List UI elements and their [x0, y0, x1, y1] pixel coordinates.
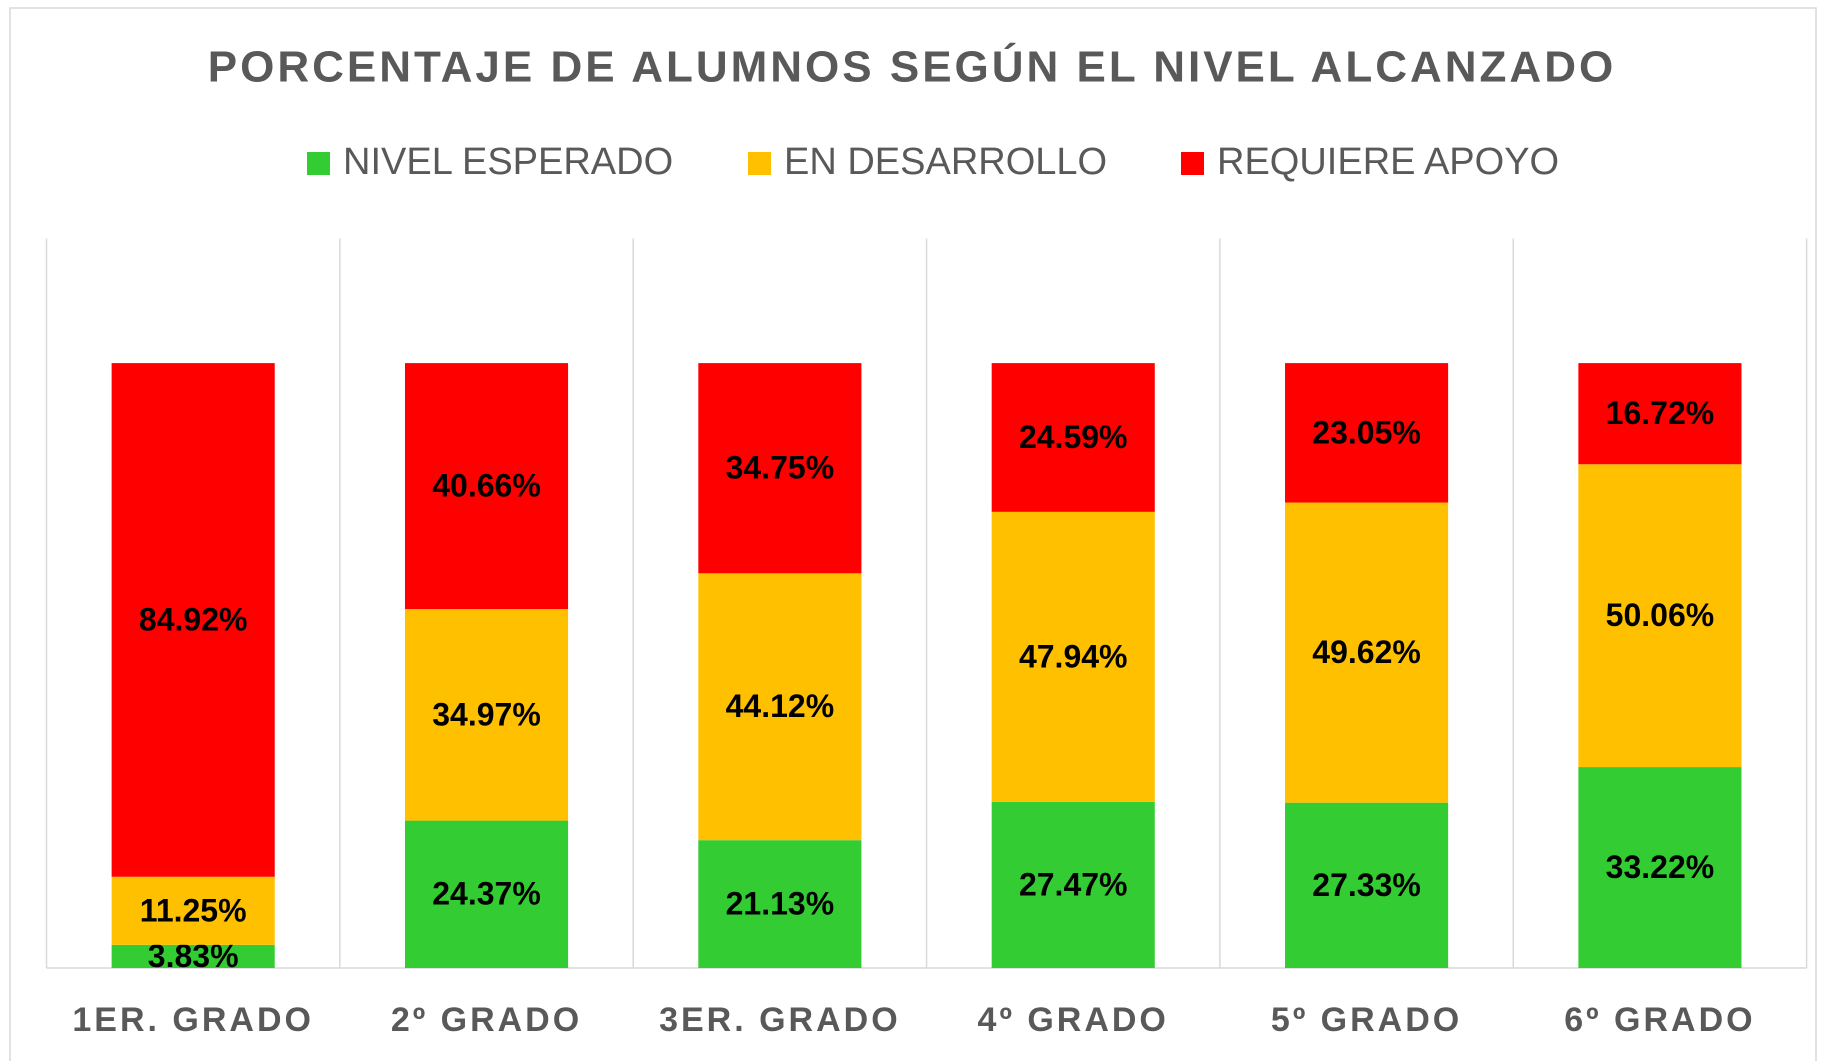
x-tick-label: 2º GRADO	[391, 1001, 582, 1039]
data-label: 50.06%	[1606, 597, 1715, 633]
bar-segment	[404, 609, 569, 821]
data-label: 34.97%	[432, 696, 541, 732]
data-label: 84.92%	[139, 601, 248, 637]
legend-swatch	[307, 152, 330, 175]
bar-segment	[404, 363, 569, 610]
x-tick-label: 5º GRADO	[1271, 1001, 1462, 1039]
legend-label: REQUIERE APOYO	[1217, 141, 1559, 183]
bar-segment	[991, 363, 1155, 512]
data-label: 34.75%	[726, 450, 835, 486]
data-label: 11.25%	[140, 892, 247, 928]
legend-swatch	[1181, 152, 1204, 175]
bar-segment	[1578, 767, 1742, 968]
bar-segment	[111, 944, 275, 968]
data-label: 44.12%	[726, 688, 835, 724]
bar-segment	[1578, 464, 1742, 768]
bar-segment	[1285, 802, 1449, 968]
bar-segment	[698, 840, 862, 968]
chart-title: PORCENTAJE DE ALUMNOS SEGÚN EL NIVEL ALC…	[208, 42, 1616, 92]
bar-segment	[698, 573, 862, 841]
bar-segment	[1285, 363, 1449, 503]
bar-segment	[991, 801, 1155, 968]
bar-segment	[111, 876, 275, 945]
data-label: 49.62%	[1312, 634, 1421, 670]
bar-segment	[1578, 363, 1742, 465]
data-label: 24.59%	[1019, 419, 1128, 455]
bar-segment	[1285, 502, 1449, 803]
data-label: 21.13%	[726, 886, 835, 922]
data-label: 27.47%	[1019, 866, 1128, 902]
bar-segment	[111, 363, 275, 877]
legend-label: NIVEL ESPERADO	[343, 141, 673, 183]
data-label: 47.94%	[1019, 638, 1128, 674]
data-label: 27.33%	[1312, 867, 1421, 903]
data-label: 33.22%	[1606, 849, 1715, 885]
data-label: 40.66%	[432, 468, 541, 504]
x-tick-label: 6º GRADO	[1564, 1001, 1755, 1039]
legend-swatch	[748, 152, 771, 175]
bar-segment	[698, 363, 862, 574]
bar-segment	[991, 511, 1155, 802]
data-label: 23.05%	[1312, 414, 1421, 450]
x-tick-label: 4º GRADO	[978, 1001, 1169, 1039]
x-tick-label: 1ER. GRADO	[72, 1001, 314, 1039]
bar-segment	[404, 820, 569, 968]
data-label: 24.37%	[432, 876, 541, 912]
legend-label: EN DESARROLLO	[784, 141, 1107, 183]
x-tick-label: 3ER. GRADO	[659, 1001, 901, 1039]
chart-border	[9, 7, 1817, 1061]
data-label: 16.72%	[1606, 395, 1715, 431]
